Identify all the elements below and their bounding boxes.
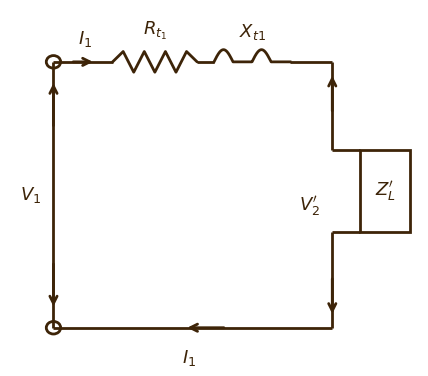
Text: $I_1$: $I_1$: [78, 29, 92, 49]
Text: $V_1$: $V_1$: [20, 185, 41, 205]
Text: $V_2'$: $V_2'$: [298, 194, 320, 218]
Text: $I_1$: $I_1$: [181, 348, 196, 368]
Bar: [360, 150, 410, 232]
Text: $R_{t_1}$: $R_{t_1}$: [143, 20, 167, 42]
Text: $X_{t1}$: $X_{t1}$: [238, 21, 265, 42]
Text: $Z_L'$: $Z_L'$: [374, 179, 395, 203]
